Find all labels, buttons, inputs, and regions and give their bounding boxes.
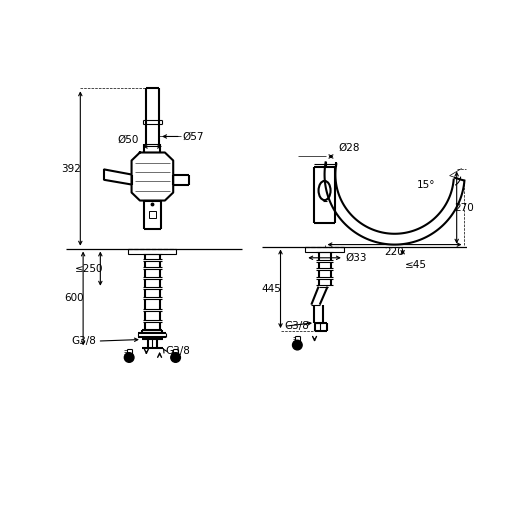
Text: Ø50: Ø50 <box>118 135 139 145</box>
Text: G3/8: G3/8 <box>71 336 96 346</box>
Text: 270: 270 <box>454 203 474 213</box>
Text: ≤45: ≤45 <box>405 259 426 269</box>
Bar <box>128 249 176 254</box>
Text: ≤250: ≤250 <box>75 264 103 274</box>
Text: Ø57: Ø57 <box>182 132 203 141</box>
Circle shape <box>124 353 134 362</box>
Text: Ø28: Ø28 <box>339 144 360 153</box>
Text: 445: 445 <box>262 284 282 294</box>
Text: Ø33: Ø33 <box>346 253 367 263</box>
Text: 15°: 15° <box>417 179 435 189</box>
Text: 392: 392 <box>61 163 82 174</box>
Circle shape <box>293 340 302 350</box>
Text: G3/8: G3/8 <box>284 321 309 331</box>
Ellipse shape <box>319 181 331 200</box>
Circle shape <box>171 353 180 362</box>
Text: 600: 600 <box>64 293 84 304</box>
Bar <box>149 211 156 218</box>
Text: 220: 220 <box>385 247 405 257</box>
Text: G3/8: G3/8 <box>165 346 190 357</box>
Bar <box>305 246 344 252</box>
